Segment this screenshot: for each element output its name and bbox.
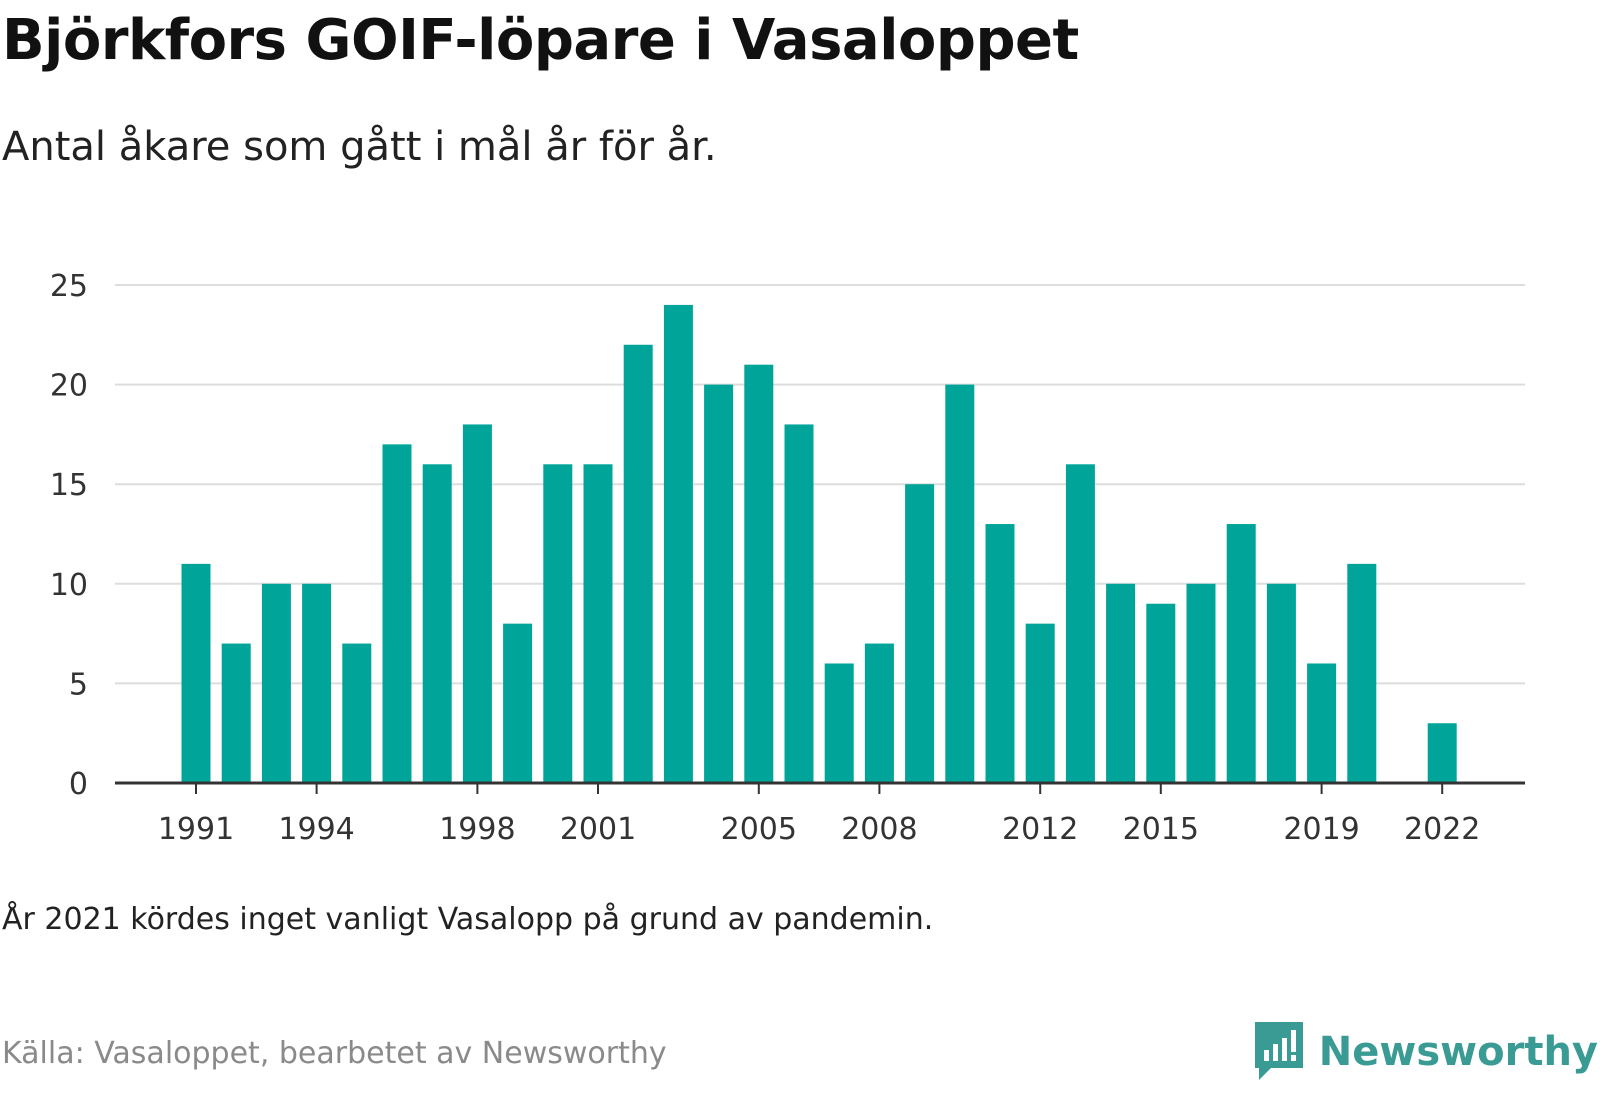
bar-2012 bbox=[1025, 623, 1055, 783]
x-axis bbox=[115, 781, 1525, 794]
tick-labels: 0 5 10 15 20 25 1991 1994 1998 2001 2005 2008 2012 20… bbox=[50, 269, 1481, 847]
bar-2022 bbox=[1427, 723, 1457, 783]
x-tick-label-2015: 2015 bbox=[1123, 812, 1199, 847]
bar-2007 bbox=[824, 663, 854, 783]
y-tick-label-0: 0 bbox=[69, 767, 88, 802]
bar-2018 bbox=[1266, 583, 1296, 783]
x-tick-label-1991: 1991 bbox=[158, 812, 234, 847]
x-tick-label-2008: 2008 bbox=[841, 812, 917, 847]
bar-1999 bbox=[503, 623, 533, 783]
chart-subtitle: Antal åkare som gått i mål år för år. bbox=[2, 124, 717, 170]
bar-chart: 0 5 10 15 20 25 1991 1994 1998 2001 2005 2008 2012 20… bbox=[50, 269, 1525, 847]
x-tick-label-1994: 1994 bbox=[278, 812, 354, 847]
bar-1994 bbox=[302, 583, 332, 783]
chart-note: År 2021 kördes inget vanligt Vasalopp på… bbox=[2, 902, 934, 937]
bar-2014 bbox=[1106, 583, 1136, 783]
x-tick-label-2019: 2019 bbox=[1283, 812, 1359, 847]
y-tick-label-25: 25 bbox=[50, 269, 88, 304]
bar-1996 bbox=[382, 444, 412, 783]
bar-1995 bbox=[342, 643, 372, 783]
bar-1991 bbox=[181, 563, 211, 783]
bar-2011 bbox=[985, 524, 1015, 783]
y-tick-label-15: 15 bbox=[50, 468, 88, 503]
bar-2002 bbox=[623, 344, 653, 783]
bar-2004 bbox=[704, 384, 734, 783]
bars bbox=[181, 304, 1457, 783]
newsworthy-logo-icon bbox=[1254, 1022, 1303, 1080]
y-tick-label-20: 20 bbox=[50, 369, 88, 404]
bar-2000 bbox=[543, 464, 573, 783]
bar-2001 bbox=[583, 464, 613, 783]
bar-1998 bbox=[462, 424, 492, 783]
brand-name: Newsworthy bbox=[1318, 1029, 1598, 1075]
y-tick-label-5: 5 bbox=[69, 667, 88, 702]
bar-2005 bbox=[744, 364, 774, 783]
y-tick-label-10: 10 bbox=[50, 568, 88, 603]
bar-2009 bbox=[905, 484, 935, 783]
brand-logo: Newsworthy bbox=[1251, 1020, 1598, 1084]
x-tick-label-2022: 2022 bbox=[1404, 812, 1480, 847]
chart-title: Björkfors GOIF-löpare i Vasaloppet bbox=[2, 8, 1079, 73]
bar-2017 bbox=[1226, 524, 1256, 783]
bar-2020 bbox=[1347, 563, 1377, 783]
bar-2013 bbox=[1065, 464, 1095, 783]
x-tick-label-2001: 2001 bbox=[560, 812, 636, 847]
bar-2016 bbox=[1186, 583, 1216, 783]
bar-2010 bbox=[945, 384, 975, 783]
bar-2019 bbox=[1307, 663, 1337, 783]
x-tick-label-2012: 2012 bbox=[1002, 812, 1078, 847]
bar-1997 bbox=[422, 464, 452, 783]
x-tick-label-1998: 1998 bbox=[439, 812, 515, 847]
bar-2015 bbox=[1146, 603, 1176, 783]
bar-1992 bbox=[221, 643, 251, 783]
bar-2008 bbox=[864, 643, 894, 783]
bar-2003 bbox=[663, 304, 693, 783]
x-tick-label-2005: 2005 bbox=[721, 812, 797, 847]
bar-1993 bbox=[261, 583, 291, 783]
source-credit: Källa: Vasaloppet, bearbetet av Newswort… bbox=[2, 1036, 667, 1071]
bar-2006 bbox=[784, 424, 814, 783]
